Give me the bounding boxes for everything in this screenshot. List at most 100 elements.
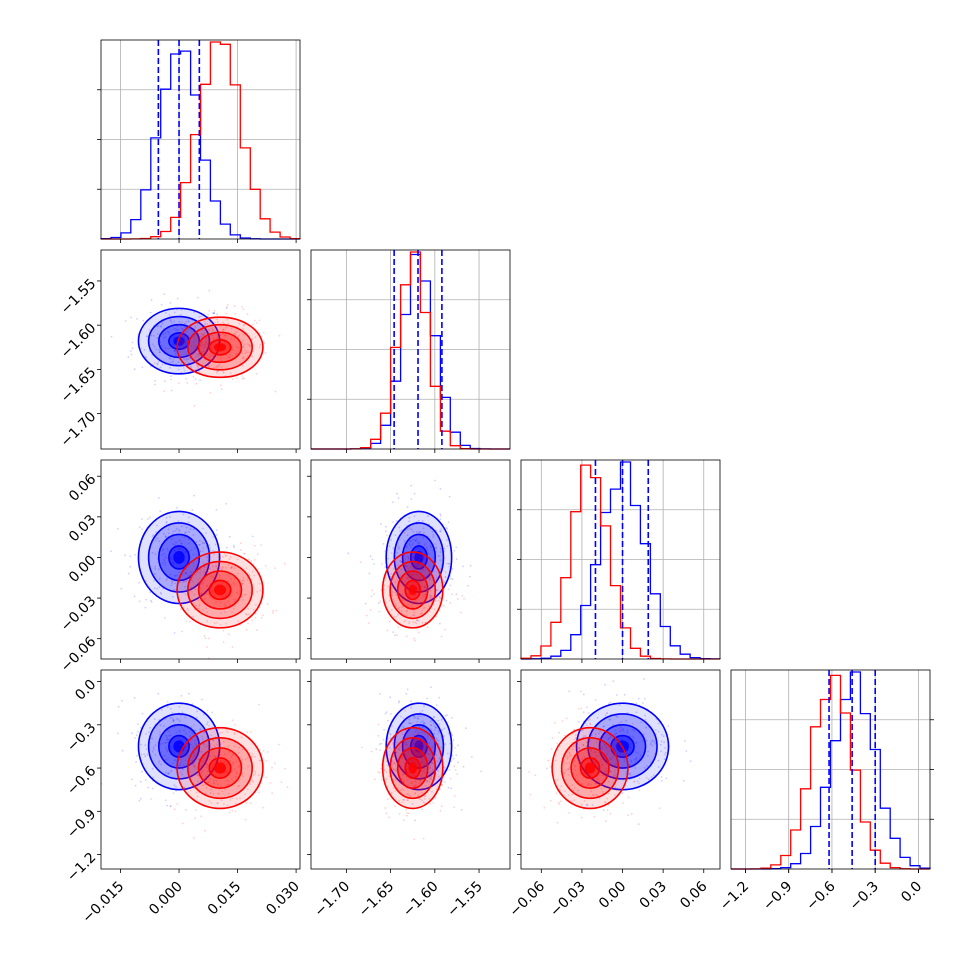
scatter-point	[179, 581, 181, 584]
scatter-point	[222, 629, 225, 632]
scatter-point	[179, 547, 182, 549]
scatter-point	[387, 557, 389, 560]
scatter-point	[412, 576, 414, 578]
scatter-point	[142, 319, 145, 322]
scatter-point	[198, 353, 201, 356]
scatter-point	[188, 530, 191, 533]
scatter-point	[245, 802, 248, 804]
scatter-point	[604, 801, 607, 803]
scatter-point	[222, 596, 225, 598]
scatter-point	[397, 608, 400, 610]
scatter-point	[628, 764, 631, 766]
scatter-point	[192, 752, 195, 755]
scatter-point	[173, 349, 176, 352]
scatter-point	[203, 313, 206, 315]
scatter-point	[394, 534, 397, 537]
scatter-point	[613, 774, 615, 776]
scatter-point	[207, 336, 210, 338]
scatter-point	[278, 334, 281, 337]
scatter-point	[194, 378, 197, 380]
scatter-point	[226, 318, 229, 321]
scatter-point	[410, 567, 413, 569]
scatter-point	[414, 539, 417, 542]
scatter-point	[235, 591, 238, 594]
scatter-point	[229, 799, 232, 801]
scatter-point	[431, 530, 434, 533]
scatter-point	[203, 333, 205, 336]
scatter-point	[176, 717, 178, 720]
scatter-point	[612, 680, 615, 682]
scatter-point	[440, 805, 443, 808]
scatter-point	[431, 762, 434, 765]
scatter-point	[178, 764, 180, 767]
panel-2-0	[110, 494, 286, 659]
scatter-point	[169, 805, 172, 808]
scatter-point	[135, 734, 138, 737]
scatter-point	[206, 588, 209, 591]
scatter-point	[187, 334, 190, 337]
scatter-point	[254, 617, 257, 619]
scatter-point	[435, 615, 438, 618]
scatter-point	[224, 788, 227, 791]
scatter-point	[211, 327, 213, 330]
scatter-point	[422, 770, 425, 772]
scatter-point	[216, 534, 218, 536]
scatter-point	[150, 798, 153, 800]
scatter-point	[244, 352, 247, 355]
panel-3-0-frame	[100, 669, 301, 870]
scatter-point	[556, 779, 559, 781]
scatter-point	[635, 751, 637, 753]
scatter-point	[406, 688, 409, 691]
scatter-point	[203, 579, 206, 581]
scatter-point	[271, 792, 273, 794]
scatter-point	[181, 328, 184, 331]
scatter-point	[203, 325, 206, 327]
scatter-point	[181, 822, 184, 825]
scatter-point	[129, 565, 132, 568]
scatter-point	[188, 730, 191, 733]
scatter-point	[585, 724, 588, 727]
scatter-point	[227, 779, 230, 782]
scatter-point	[590, 789, 593, 792]
scatter-point	[165, 312, 167, 314]
scatter-point	[420, 774, 423, 777]
scatter-point	[386, 534, 388, 537]
scatter-point	[622, 728, 625, 730]
scatter-point	[213, 356, 215, 359]
scatter-point	[395, 769, 397, 772]
scatter-point	[151, 737, 154, 740]
scatter-point	[621, 736, 624, 738]
scatter-point	[227, 633, 230, 635]
scatter-point	[416, 763, 419, 766]
scatter-point	[173, 328, 176, 330]
scatter-point	[429, 589, 432, 592]
scatter-point	[420, 767, 423, 770]
scatter-point	[407, 771, 410, 774]
scatter-point	[246, 313, 249, 315]
scatter-point	[385, 812, 388, 815]
panel-3-1-frame	[310, 669, 511, 870]
scatter-point	[233, 333, 236, 335]
scatter-point	[416, 720, 419, 723]
scatter-point	[170, 389, 173, 392]
scatter-point	[427, 748, 430, 751]
scatter-point	[247, 613, 250, 616]
scatter-point	[629, 746, 632, 749]
scatter-point	[373, 563, 375, 565]
scatter-point	[209, 755, 212, 758]
scatter-point	[224, 554, 227, 556]
scatter-point	[150, 599, 152, 602]
scatter-point	[214, 755, 217, 758]
scatter-point	[436, 785, 439, 788]
scatter-point	[192, 765, 195, 767]
scatter-point	[653, 774, 655, 777]
scatter-point	[421, 609, 423, 612]
scatter-point	[233, 546, 236, 549]
scatter-point	[203, 731, 206, 733]
scatter-point	[439, 559, 442, 562]
scatter-point	[208, 352, 211, 355]
scatter-point	[413, 755, 416, 758]
scatter-point	[592, 794, 595, 797]
scatter-point	[213, 309, 216, 312]
scatter-point	[435, 739, 438, 741]
